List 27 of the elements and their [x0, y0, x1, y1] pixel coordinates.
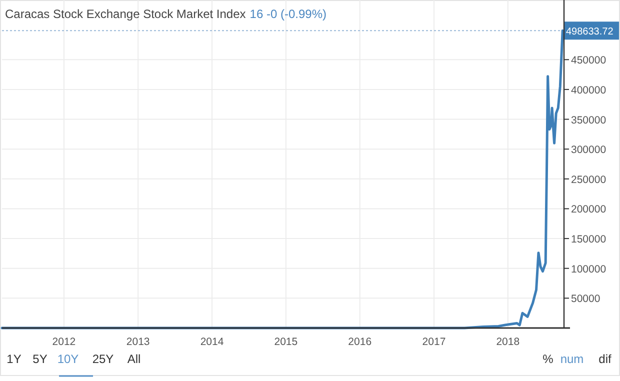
- text: 1Y: [6, 352, 22, 366]
- x-tick-label: 2012: [52, 336, 76, 348]
- text: 10Y: [57, 352, 79, 366]
- text: num: [560, 352, 584, 366]
- text: 5Y: [32, 352, 48, 366]
- x-tick-label: 2015: [274, 336, 298, 348]
- y-tick-label: 400000: [571, 84, 606, 96]
- text: Caracas Stock Exchange Stock Market Index: [5, 7, 246, 21]
- y-tick-label: 50000: [571, 293, 600, 306]
- x-tick-label: 2014: [200, 336, 224, 348]
- text: 25Y: [92, 352, 114, 366]
- y-tick-label: 350000: [571, 114, 606, 126]
- y-tick-label: 300000: [571, 144, 606, 156]
- x-tick-label: 2016: [348, 336, 372, 348]
- y-tick-label: 150000: [571, 234, 606, 246]
- y-tick-label: 200000: [571, 204, 606, 216]
- y-tick-label: 100000: [571, 263, 606, 276]
- text: 16 -0 (-0.99%): [250, 7, 326, 21]
- text: %: [542, 352, 554, 366]
- x-tick-label: 2018: [496, 336, 520, 348]
- y-tick-label: 250000: [571, 174, 606, 186]
- text: dif: [598, 352, 612, 366]
- text: All: [127, 352, 141, 366]
- x-tick-label: 2013: [126, 336, 150, 348]
- y-tick-label: 450000: [571, 54, 606, 67]
- ref-line-label: 498633.72: [566, 26, 614, 38]
- x-tick-label: 2017: [422, 336, 446, 348]
